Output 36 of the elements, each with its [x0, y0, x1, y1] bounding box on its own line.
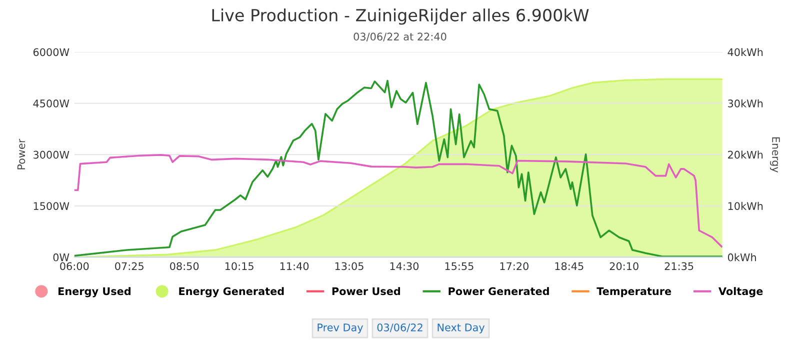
x-tick-label: 13:05 — [335, 262, 364, 270]
y-tick-label: 3000W — [34, 150, 70, 159]
legend-label: Power Used — [332, 287, 400, 296]
y-tick-label: 4500W — [33, 100, 70, 108]
x-tick-label: 15:55 — [445, 262, 474, 270]
x-tick-label: 20:10 — [610, 262, 638, 270]
legend-label: Temperature — [596, 287, 672, 298]
y-tick-label: 6000W — [33, 48, 70, 56]
x-tick-label: 07:25 — [115, 262, 144, 270]
legend-label: Energy Generated — [179, 287, 284, 298]
chart-subtitle: 03/06/22 at 22:40 — [354, 32, 446, 42]
y2-tick-label: 0kWh — [728, 253, 756, 262]
x-tick-label: 06:00 — [60, 262, 89, 270]
y-axis-title: Power — [17, 138, 26, 170]
y-tick-label: 0W — [53, 253, 70, 262]
x-tick-label: 08:50 — [170, 262, 199, 270]
x-tick-label: 17:20 — [500, 262, 528, 270]
text: Prev Day — [318, 324, 363, 334]
legend-label: Energy Used — [58, 287, 130, 298]
x-tick-label: 10:15 — [225, 262, 254, 270]
y2-tick-label: 10kWh — [728, 202, 763, 210]
chart-title: Live Production - ZuinigeRijder alles 6.900kW — [212, 8, 589, 25]
text: Next Day — [438, 324, 485, 334]
legend-label: Power Generated — [448, 287, 549, 296]
y2-tick-label: 30kWh — [728, 99, 763, 108]
y2-axis-title: Energy — [770, 137, 780, 173]
x-tick-label: 11:40 — [280, 262, 309, 270]
y2-tick-label: 40kWh — [728, 48, 763, 56]
x-tick-label: 18:45 — [555, 262, 584, 270]
y-tick-label: 1500W — [34, 202, 70, 210]
y2-tick-label: 20kWh — [728, 150, 763, 159]
x-tick-label: 21:35 — [664, 262, 694, 270]
x-tick-label: 14:30 — [390, 262, 419, 270]
text: 03/06/22 — [377, 323, 422, 332]
legend-label: Voltage — [718, 287, 763, 298]
line-series — [74, 154, 722, 248]
